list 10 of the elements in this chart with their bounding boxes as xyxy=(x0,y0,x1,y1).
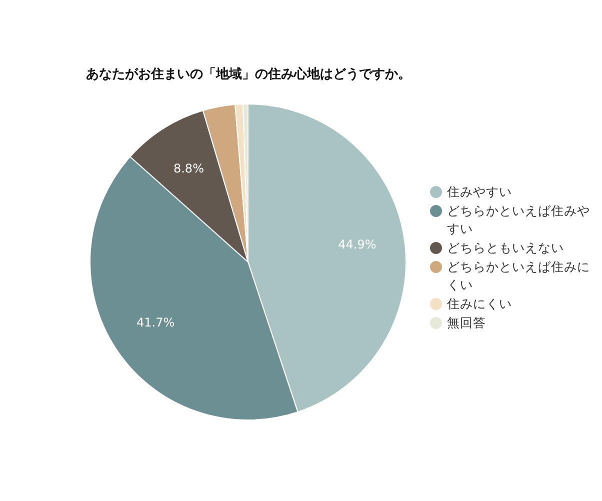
legend-label: どちらかといえば住みにくい xyxy=(447,259,590,292)
legend-label: 住みにくい xyxy=(446,296,512,311)
legend-label: どちらかといえば住みやすい xyxy=(447,203,590,236)
data-label: 44.9% xyxy=(338,237,376,252)
data-label: 41.7% xyxy=(136,316,175,330)
legend-label: 無回答 xyxy=(447,315,486,330)
legend-label: どちらともいえない xyxy=(447,240,564,255)
data-label: 8.8% xyxy=(173,162,204,176)
legend-label: 住みやすい xyxy=(446,184,512,199)
chart-title: あなたがお住まいの「地域」の住み心地はどうですか。 xyxy=(86,66,411,82)
